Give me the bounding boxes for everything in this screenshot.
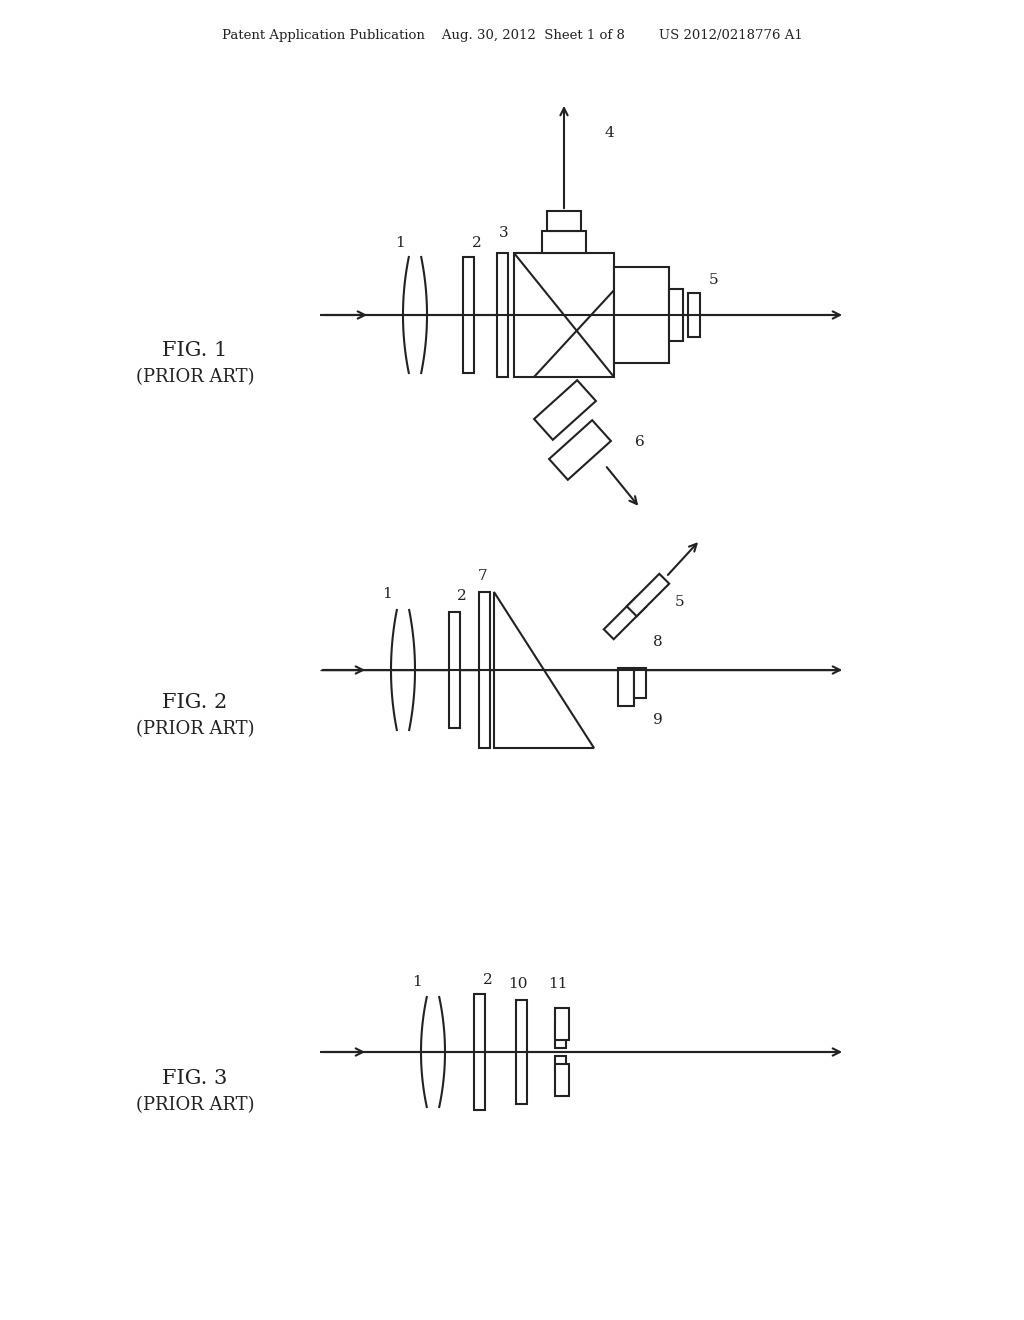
Text: 7: 7 [478, 569, 487, 583]
Text: 4: 4 [604, 125, 613, 140]
Text: 1: 1 [395, 236, 404, 249]
Text: 1: 1 [412, 975, 422, 989]
Text: 9: 9 [653, 713, 663, 727]
Bar [449, 612, 460, 729]
Bar [555, 1022, 566, 1048]
Text: 5: 5 [710, 273, 719, 286]
Bar [555, 1008, 569, 1040]
Polygon shape [494, 591, 594, 748]
Text: Patent Application Publication    Aug. 30, 2012  Sheet 1 of 8        US 2012/021: Patent Application Publication Aug. 30, … [221, 29, 803, 41]
Bar [516, 1001, 527, 1104]
Polygon shape [549, 420, 611, 479]
Polygon shape [627, 574, 670, 616]
Bar [479, 591, 490, 748]
Text: (PRIOR ART): (PRIOR ART) [136, 1096, 254, 1114]
Text: FIG. 3: FIG. 3 [163, 1068, 227, 1088]
Polygon shape [535, 380, 596, 440]
Bar [669, 289, 683, 341]
Bar [463, 257, 474, 374]
Bar [547, 211, 581, 231]
Text: 2: 2 [483, 973, 493, 987]
Bar [618, 668, 634, 706]
Bar [634, 668, 646, 698]
Bar [474, 994, 485, 1110]
Text: (PRIOR ART): (PRIOR ART) [136, 719, 254, 738]
Bar [542, 231, 586, 253]
Text: 1: 1 [382, 587, 392, 601]
Bar [614, 267, 669, 363]
Bar [555, 1064, 569, 1096]
Text: 5: 5 [675, 595, 685, 609]
Text: FIG. 1: FIG. 1 [163, 341, 227, 359]
Bar [514, 253, 614, 378]
Text: 11: 11 [548, 977, 567, 991]
Text: 3: 3 [499, 226, 509, 240]
Bar [688, 293, 700, 337]
Bar [555, 1056, 566, 1072]
Text: 6: 6 [635, 436, 645, 449]
Text: 2: 2 [457, 589, 467, 603]
Text: 2: 2 [472, 236, 482, 249]
Text: 8: 8 [653, 635, 663, 649]
Text: 10: 10 [508, 977, 527, 991]
Text: (PRIOR ART): (PRIOR ART) [136, 368, 254, 385]
Text: FIG. 2: FIG. 2 [163, 693, 227, 711]
Polygon shape [604, 597, 646, 639]
Bar [497, 253, 508, 378]
